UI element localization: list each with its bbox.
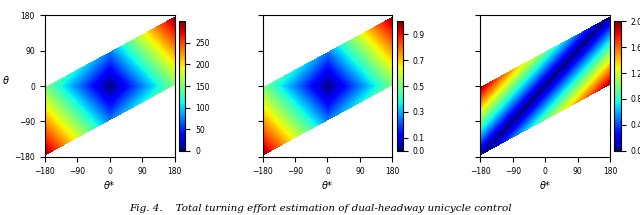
Y-axis label: θ: θ — [3, 76, 9, 86]
X-axis label: θ*: θ* — [322, 181, 333, 191]
X-axis label: θ*: θ* — [104, 181, 115, 191]
X-axis label: θ*: θ* — [540, 181, 550, 191]
Text: Fig. 4.    Total turning effort estimation of dual-headway unicycle control: Fig. 4. Total turning effort estimation … — [129, 204, 511, 213]
